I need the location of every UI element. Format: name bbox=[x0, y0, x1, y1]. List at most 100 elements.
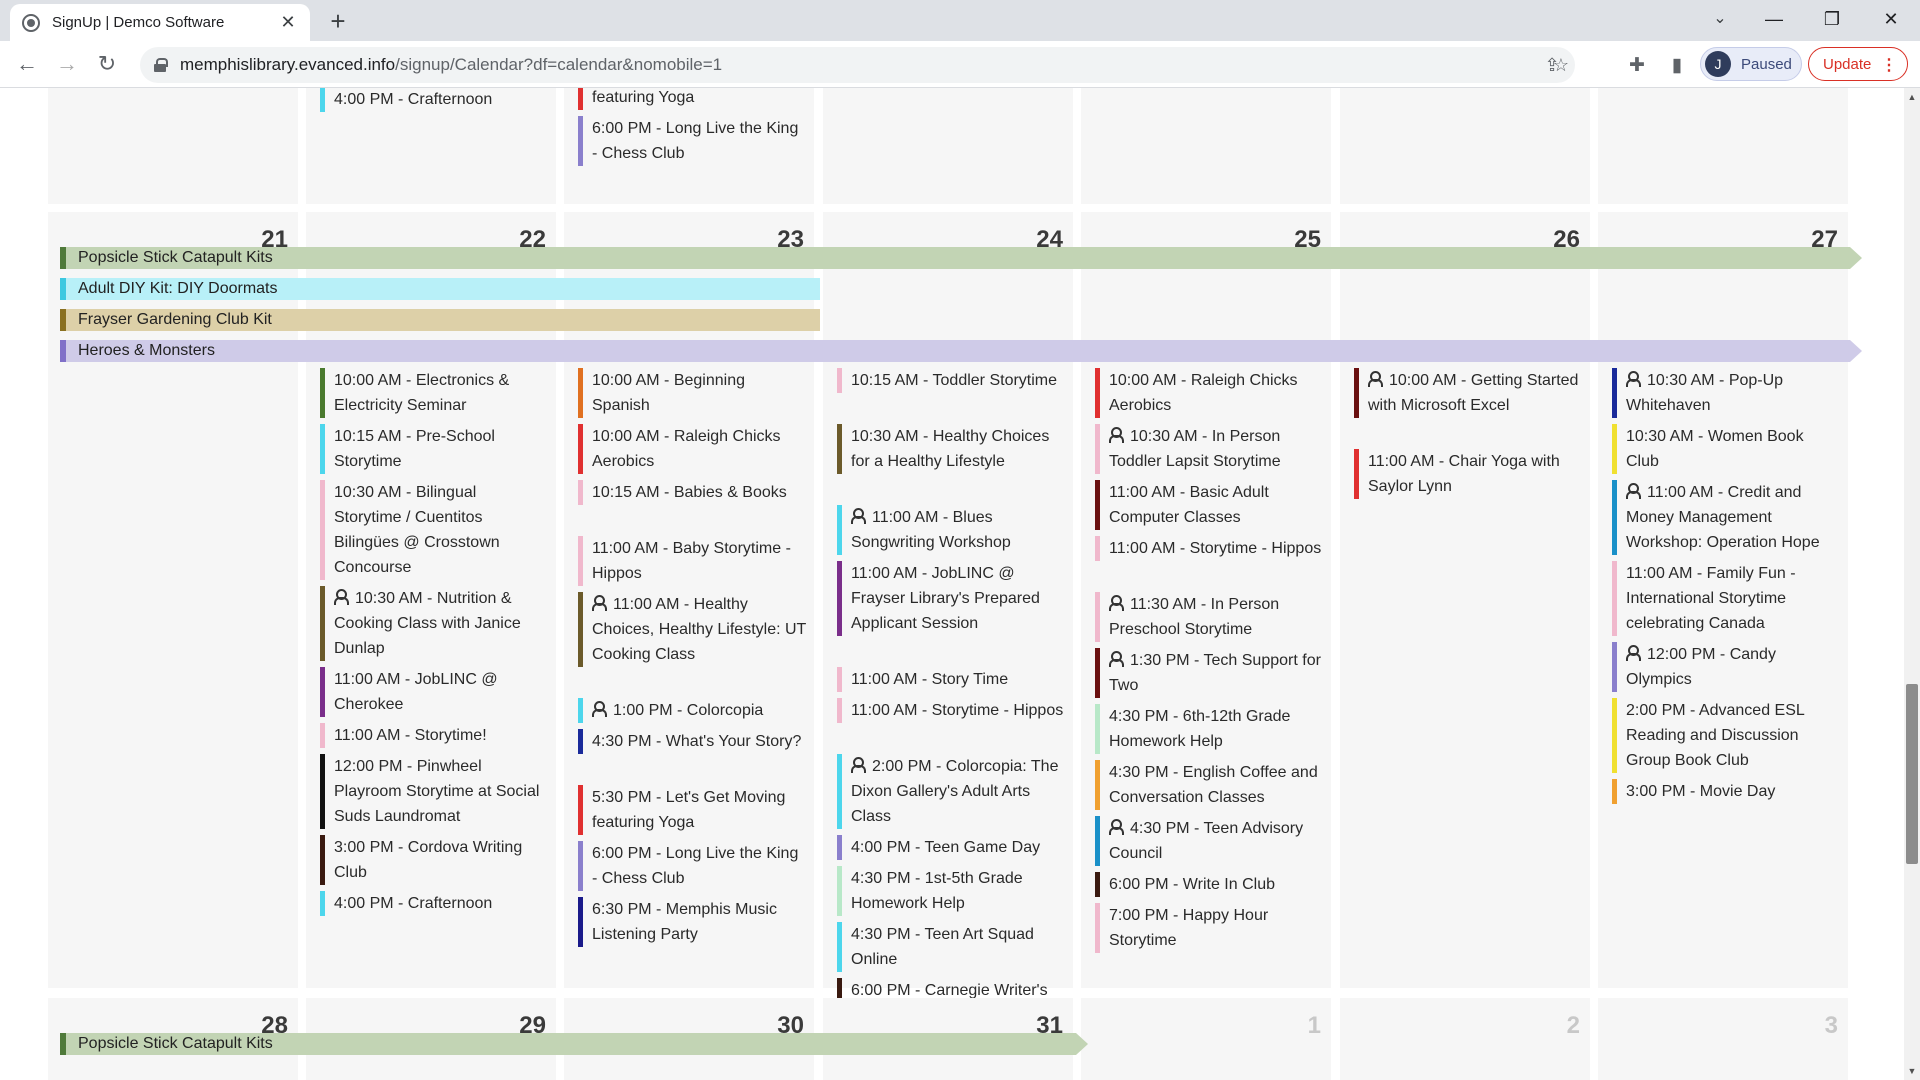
calendar-event[interactable]: 12:00 PM - Pinwheel Playroom Storytime a… bbox=[320, 754, 548, 829]
calendar-event[interactable]: 4:30 PM - 6th-12th Grade Homework Help bbox=[1095, 704, 1323, 754]
calendar-event[interactable]: 1:30 PM - Tech Support for Two bbox=[1095, 648, 1323, 698]
calendar-event[interactable]: 10:00 AM - Raleigh Chicks Aerobics bbox=[578, 424, 806, 474]
day-cell bbox=[1598, 88, 1848, 204]
calendar-event[interactable]: 10:00 AM - Electronics & Electricity Sem… bbox=[320, 368, 548, 418]
back-arrow-icon[interactable]: ← bbox=[16, 51, 38, 76]
calendar-event[interactable]: 6:00 PM - Long Live the King - Chess Clu… bbox=[578, 841, 806, 891]
scroll-down-arrow-icon[interactable]: ▼ bbox=[1907, 1066, 1917, 1076]
browser-tab[interactable]: SignUp | Demco Software ✕ bbox=[10, 4, 310, 41]
calendar-event[interactable]: 11:00 AM - Storytime - Hippos bbox=[1095, 536, 1323, 561]
event-label: 10:00 AM - Raleigh Chicks Aerobics bbox=[1109, 372, 1298, 414]
calendar-event[interactable]: 10:00 AM - Beginning Spanish bbox=[578, 368, 806, 418]
tab-search-chevron-icon[interactable]: ⌄ bbox=[1713, 10, 1727, 27]
extensions-puzzle-icon[interactable]: ✚ bbox=[1629, 55, 1645, 76]
calendar-event[interactable]: 7:00 PM - Happy Hour Storytime bbox=[1095, 903, 1323, 953]
calendar-event[interactable]: 5:30 PM - Let's Get Moving featuring Yog… bbox=[578, 785, 806, 835]
multi-day-event-bar[interactable]: Heroes & Monsters bbox=[60, 340, 1850, 362]
registration-required-icon bbox=[334, 589, 351, 605]
address-bar[interactable]: memphislibrary.evanced.info/signup/Calen… bbox=[140, 47, 1575, 83]
calendar-event[interactable]: 11:00 AM - Credit and Money Management W… bbox=[1612, 480, 1840, 555]
event-label: 11:00 AM - Storytime! bbox=[334, 727, 487, 744]
calendar-event[interactable]: 10:30 AM - Nutrition & Cooking Class wit… bbox=[320, 586, 548, 661]
window-close-icon[interactable]: ✕ bbox=[1883, 9, 1899, 29]
reload-icon[interactable]: ↻ bbox=[97, 51, 117, 76]
calendar-event[interactable]: 11:00 AM - Storytime - Hippos bbox=[837, 698, 1065, 723]
multi-day-event-bar[interactable]: Frayser Gardening Club Kit bbox=[60, 309, 820, 331]
calendar-event[interactable]: 5:30 PM - Let's Get Moving featuring Yog… bbox=[578, 88, 806, 110]
calendar-event[interactable]: 11:00 AM - Blues Songwriting Workshop bbox=[837, 505, 1065, 555]
event-label: 10:15 AM - Toddler Storytime bbox=[851, 372, 1058, 389]
calendar-event[interactable]: 4:30 PM - English Coffee and Conversatio… bbox=[1095, 760, 1323, 810]
multi-day-event-bar[interactable]: Popsicle Stick Catapult Kits bbox=[60, 247, 1850, 269]
calendar-event[interactable]: 4:00 PM - Teen Game Day bbox=[837, 835, 1065, 860]
event-label: 10:30 AM - Pop-Up Whitehaven bbox=[1626, 372, 1784, 414]
calendar-event[interactable]: 11:00 AM - Family Fun - International St… bbox=[1612, 561, 1840, 636]
calendar-event[interactable]: 12:00 PM - Candy Olympics bbox=[1612, 642, 1840, 692]
calendar-event[interactable]: 4:00 PM - Crafternoon bbox=[320, 88, 548, 112]
calendar-event[interactable]: 10:30 AM - Women Book Club bbox=[1612, 424, 1840, 474]
multi-day-event-bar[interactable]: Adult DIY Kit: DIY Doormats bbox=[60, 278, 820, 300]
event-label: 5:30 PM - Let's Get Moving featuring Yog… bbox=[592, 789, 786, 831]
calendar-event[interactable]: 4:30 PM - Teen Art Squad Online bbox=[837, 922, 1065, 972]
calendar-event[interactable]: 3:00 PM - Movie Day bbox=[1612, 779, 1840, 804]
event-label: 11:00 AM - Story Time bbox=[851, 671, 1009, 688]
calendar-event[interactable]: 2:00 PM - Colorcopia: The Dixon Gallery'… bbox=[837, 754, 1065, 829]
calendar-event[interactable]: 10:15 AM - Pre-School Storytime bbox=[320, 424, 548, 474]
calendar-event[interactable]: 11:00 AM - JobLINC @ Cherokee bbox=[320, 667, 548, 717]
calendar-event[interactable]: 11:00 AM - JobLINC @ Frayser Library's P… bbox=[837, 561, 1065, 636]
multi-day-event-bar[interactable]: Popsicle Stick Catapult Kits bbox=[60, 1033, 1076, 1055]
day-cell bbox=[823, 88, 1073, 204]
new-tab-button[interactable]: + bbox=[330, 6, 346, 36]
event-label: 1:00 PM - Colorcopia bbox=[613, 702, 764, 719]
calendar-event[interactable]: 10:15 AM - Babies & Books bbox=[578, 480, 806, 505]
event-label: 11:30 AM - In Person Preschool Storytime bbox=[1109, 596, 1280, 638]
calendar-event[interactable]: 11:30 AM - In Person Preschool Storytime bbox=[1095, 592, 1323, 642]
calendar-event[interactable]: 6:30 PM - Memphis Music Listening Party bbox=[578, 897, 806, 947]
close-icon[interactable]: ✕ bbox=[280, 12, 296, 32]
profile-button[interactable]: J Paused bbox=[1700, 47, 1802, 81]
minimize-icon[interactable]: — bbox=[1765, 9, 1783, 29]
calendar-event[interactable]: 4:00 PM - Crafternoon bbox=[320, 891, 548, 916]
scroll-up-arrow-icon[interactable]: ▲ bbox=[1907, 92, 1917, 102]
event-label: 11:00 AM - Blues Songwriting Workshop bbox=[851, 509, 1011, 551]
calendar-event[interactable]: 4:30 PM - Teen Advisory Council bbox=[1095, 816, 1323, 866]
calendar-event[interactable]: 11:00 AM - Story Time bbox=[837, 667, 1065, 692]
share-icon[interactable]: ⇪ bbox=[1544, 55, 1560, 75]
menu-dots-icon[interactable]: ⋮ bbox=[1881, 57, 1897, 74]
calendar-event[interactable]: 11:00 AM - Healthy Choices, Healthy Life… bbox=[578, 592, 806, 667]
calendar-event[interactable]: 10:30 AM - Healthy Choices for a Healthy… bbox=[837, 424, 1065, 474]
calendar-event[interactable]: 11:00 AM - Chair Yoga with Saylor Lynn bbox=[1354, 449, 1582, 499]
restore-icon[interactable]: ❐ bbox=[1823, 9, 1841, 29]
calendar-event[interactable]: 4:30 PM - 1st-5th Grade Homework Help bbox=[837, 866, 1065, 916]
calendar-event[interactable]: 2:00 PM - Advanced ESL Reading and Discu… bbox=[1612, 698, 1840, 773]
day-cell bbox=[564, 88, 814, 204]
calendar-event[interactable]: 6:00 PM - Long Live the King - Chess Clu… bbox=[578, 116, 806, 166]
event-label: 4:30 PM - 6th-12th Grade Homework Help bbox=[1109, 708, 1291, 750]
event-label: 2:00 PM - Advanced ESL Reading and Discu… bbox=[1626, 702, 1805, 769]
calendar-event[interactable]: 1:00 PM - Colorcopia bbox=[578, 698, 806, 723]
calendar-event[interactable]: 3:00 PM - Cordova Writing Club bbox=[320, 835, 548, 885]
update-button[interactable]: Update ⋮ bbox=[1808, 47, 1908, 81]
forward-arrow-icon[interactable]: → bbox=[56, 51, 78, 76]
side-panel-icon[interactable]: ▮ bbox=[1671, 55, 1683, 76]
calendar-event[interactable]: 10:00 AM - Getting Started with Microsof… bbox=[1354, 368, 1582, 418]
calendar-event[interactable]: 10:00 AM - Raleigh Chicks Aerobics bbox=[1095, 368, 1323, 418]
bookmark-star-icon[interactable]: ☆ bbox=[1552, 55, 1570, 75]
calendar-event[interactable]: 11:00 AM - Baby Storytime - Hippos bbox=[578, 536, 806, 586]
day-cell bbox=[1081, 88, 1331, 204]
calendar-event[interactable]: 4:30 PM - What's Your Story? bbox=[578, 729, 806, 754]
event-label: 10:00 AM - Electronics & Electricity Sem… bbox=[334, 372, 510, 414]
calendar-event[interactable]: 11:00 AM - Storytime! bbox=[320, 723, 548, 748]
scroll-thumb[interactable] bbox=[1906, 684, 1918, 864]
event-label: 11:00 AM - JobLINC @ Cherokee bbox=[334, 671, 498, 713]
registration-required-icon bbox=[1368, 371, 1385, 387]
calendar-event[interactable]: 10:15 AM - Toddler Storytime bbox=[837, 368, 1065, 393]
page-scrollbar[interactable]: ▲ ▼ bbox=[1904, 88, 1920, 1080]
day-cell: 1 bbox=[1081, 998, 1331, 1080]
calendar-event[interactable]: 11:00 AM - Basic Adult Computer Classes bbox=[1095, 480, 1323, 530]
lock-icon[interactable] bbox=[154, 58, 168, 72]
calendar-event[interactable]: 10:30 AM - In Person Toddler Lapsit Stor… bbox=[1095, 424, 1323, 474]
calendar-event[interactable]: 10:30 AM - Pop-Up Whitehaven bbox=[1612, 368, 1840, 418]
calendar-event[interactable]: 6:00 PM - Write In Club bbox=[1095, 872, 1323, 897]
calendar-event[interactable]: 10:30 AM - Bilingual Storytime / Cuentit… bbox=[320, 480, 548, 580]
